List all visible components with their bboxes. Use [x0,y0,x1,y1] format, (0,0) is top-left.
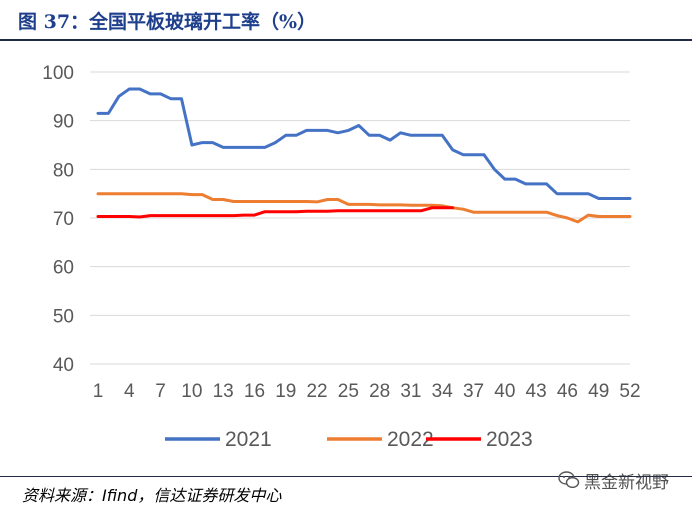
source-note: 资料来源：Ifind，信达证券研发中心 [22,486,282,505]
x-tick-label: 10 [181,381,202,402]
x-tick-label: 34 [432,381,454,402]
source-rule [0,476,692,477]
y-tick-label: 50 [53,306,74,327]
wechat-icon [558,471,580,489]
line-chart: 40 50 60 70 80 90 100 1 4 7 10 13 16 19 22 25 28 31 34 37 4… [42,63,641,451]
y-tick-label: 100 [42,63,74,84]
x-tick-label: 7 [155,381,166,402]
legend: 2021 2022 2023 [165,428,533,451]
series-line-2021 [96,87,632,200]
y-axis-ticks: 40 50 60 70 80 90 100 [42,63,74,376]
x-tick-label: 43 [526,381,547,402]
series-lines [96,87,632,224]
legend-label-2023: 2023 [486,428,533,451]
y-tick-label: 70 [53,209,74,230]
x-tick-label: 49 [588,381,609,402]
x-tick-label: 37 [463,381,484,402]
series-line-2022 [96,192,632,224]
y-tick-label: 60 [53,258,74,279]
x-tick-label: 40 [494,381,515,402]
x-tick-label: 1 [93,381,104,402]
gridlines [90,71,630,365]
x-tick-label: 19 [275,381,296,402]
legend-label-2022: 2022 [387,428,434,451]
y-tick-label: 40 [53,355,74,376]
y-tick-label: 90 [53,112,74,133]
x-tick-label: 52 [619,381,640,402]
x-tick-label: 25 [338,381,359,402]
x-tick-label: 4 [124,381,135,402]
x-tick-label: 16 [244,381,265,402]
x-tick-label: 13 [213,381,234,402]
x-tick-label: 31 [400,381,421,402]
x-tick-label: 22 [306,381,327,402]
watermark: 黑金新视野 [558,466,686,496]
series-line-2023 [96,206,455,219]
watermark-text: 黑金新视野 [584,473,669,493]
x-tick-label: 46 [557,381,578,402]
title-rule [0,39,692,41]
figure-title: 图 37：全国平板玻璃开工率（%） [18,11,317,33]
legend-label-2021: 2021 [225,428,272,451]
x-tick-label: 28 [369,381,390,402]
y-tick-label: 80 [53,160,74,181]
x-axis-ticks: 1 4 7 10 13 16 19 22 25 28 31 34 37 40 43 46 49 52 [93,381,641,402]
